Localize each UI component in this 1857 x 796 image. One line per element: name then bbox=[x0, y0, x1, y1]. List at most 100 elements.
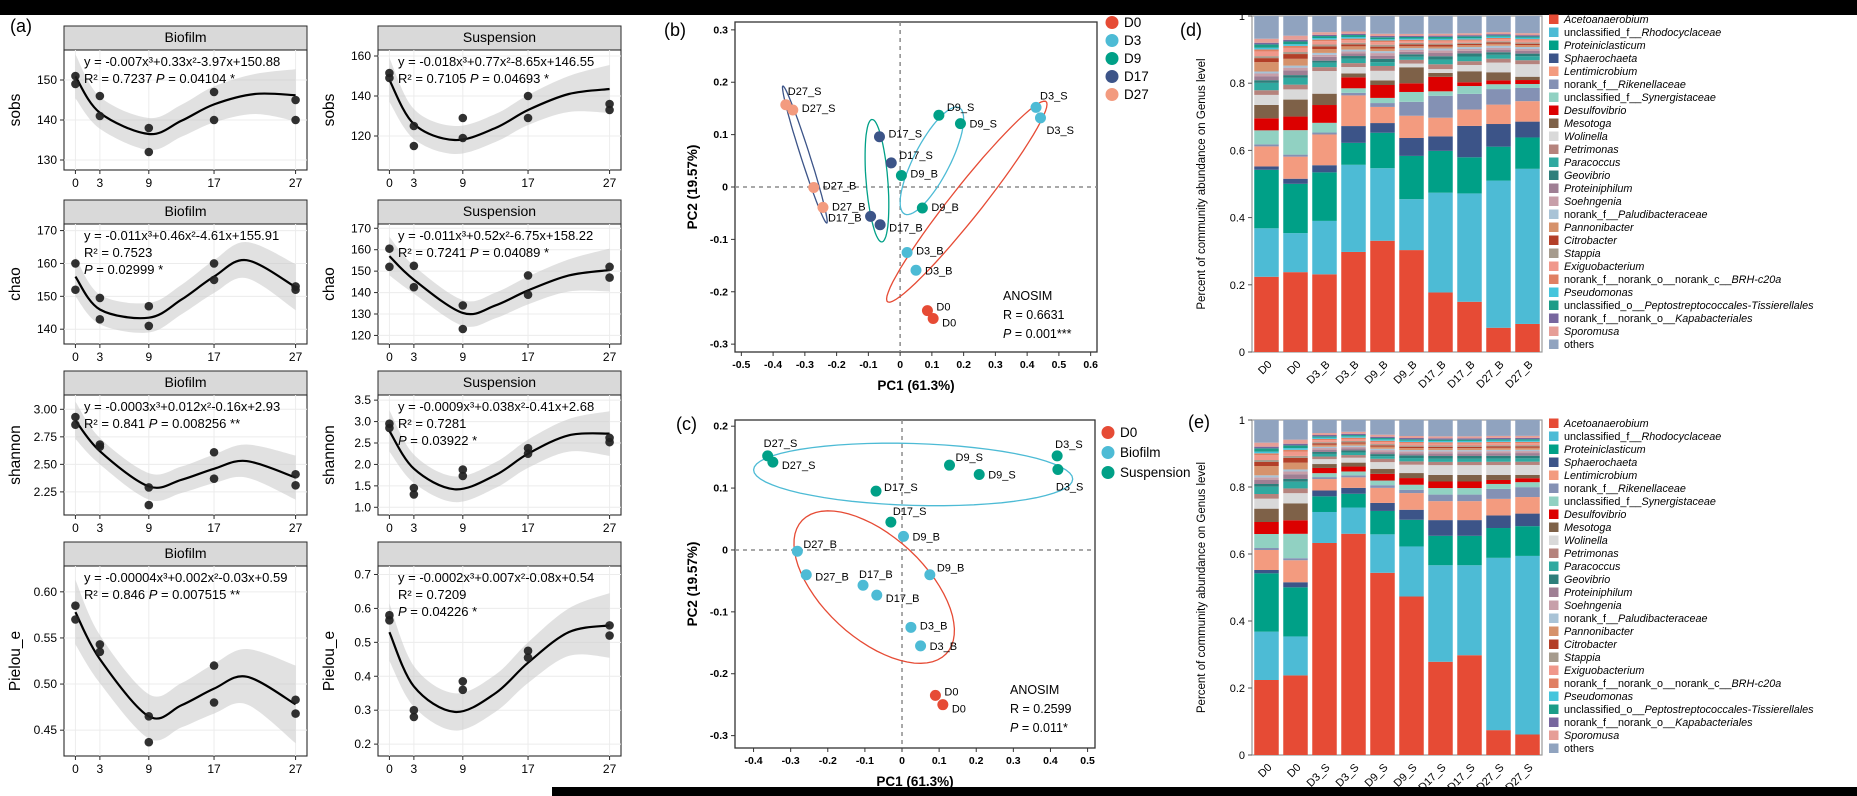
bar-segment bbox=[1341, 142, 1366, 165]
legend-swatch bbox=[1549, 626, 1559, 636]
y-tick-label: 0.6 bbox=[1230, 145, 1245, 157]
pca-point bbox=[901, 246, 913, 258]
bar-segment bbox=[1399, 115, 1424, 138]
legend-label: Petrimonas bbox=[1564, 548, 1619, 560]
bar-segment bbox=[1428, 76, 1453, 92]
bar-segment bbox=[1428, 520, 1453, 536]
bar-segment bbox=[1254, 453, 1279, 456]
pca-point bbox=[857, 579, 869, 591]
y-tick-label: 0.50 bbox=[34, 677, 58, 691]
bar-segment bbox=[1312, 477, 1337, 480]
y-tick-label: 140 bbox=[351, 286, 371, 300]
bar-segment bbox=[1486, 45, 1511, 48]
data-point bbox=[209, 474, 219, 483]
group-ellipse bbox=[793, 510, 956, 664]
bar-segment bbox=[1399, 16, 1424, 34]
bar-segment bbox=[1370, 446, 1395, 449]
bar-segment bbox=[1283, 75, 1308, 78]
x-tick-label: -0.1 bbox=[859, 359, 877, 371]
bar-segment bbox=[1486, 449, 1511, 452]
data-point bbox=[523, 449, 533, 459]
bar-segment bbox=[1283, 84, 1308, 90]
bar-segment bbox=[1515, 420, 1540, 436]
legend-swatch bbox=[1549, 561, 1559, 571]
legend-swatch bbox=[1549, 313, 1559, 323]
y-tick-label: 3.0 bbox=[354, 415, 371, 429]
legend-swatch bbox=[1101, 446, 1115, 459]
data-point bbox=[144, 301, 154, 311]
x-tick-label: 17 bbox=[521, 521, 535, 535]
x-tick-label: 0.3 bbox=[1006, 755, 1021, 767]
legend-label: norank_f__norank_o__Kapabacteriales bbox=[1564, 717, 1753, 729]
bar-segment bbox=[1283, 39, 1308, 42]
bar-segment bbox=[1457, 45, 1482, 48]
stats-text: R² = 0.7237 P = 0.04104 * bbox=[84, 71, 235, 86]
bar-category-label: D17_S bbox=[1416, 762, 1448, 794]
alpha-subplot-shannon-biofilm: Biofilm 2.25 2.50 2.75 3.00 0 3 9 17 27 shannon y =… bbox=[7, 370, 308, 535]
x-tick-label: 0.1 bbox=[925, 359, 940, 371]
confidence-band bbox=[75, 579, 296, 744]
bar-segment bbox=[1515, 53, 1540, 57]
bar-segment bbox=[1428, 448, 1453, 451]
legend-label: Pseudomonas bbox=[1564, 691, 1634, 703]
bar-segment bbox=[1341, 251, 1366, 352]
bar-segment bbox=[1370, 445, 1395, 447]
legend-swatch bbox=[1549, 300, 1559, 310]
legend-label: Lentimicrobium bbox=[1564, 66, 1637, 78]
bar-segment bbox=[1370, 462, 1395, 469]
bar-segment bbox=[1370, 85, 1395, 98]
pca-point-label: D3_S bbox=[1056, 482, 1084, 494]
bar-segment bbox=[1254, 480, 1279, 484]
equation-text: y = -0.018x³+0.77x²-8.65x+146.55 bbox=[398, 54, 594, 69]
data-point bbox=[605, 437, 614, 447]
data-point bbox=[144, 483, 154, 492]
y-tick-label: 0.4 bbox=[1230, 213, 1245, 225]
bar-segment bbox=[1515, 526, 1540, 556]
y-tick-label: 0.2 bbox=[713, 77, 728, 89]
data-point bbox=[458, 301, 468, 310]
y-tick-label: 1 bbox=[1239, 11, 1245, 23]
equation-text: y = -0.011x³+0.46x²-4.61x+155.91 bbox=[84, 228, 279, 243]
x-tick-label: 9 bbox=[145, 176, 152, 190]
bar-segment bbox=[1254, 484, 1279, 487]
pca-point-label: D27_B bbox=[815, 572, 849, 584]
bar-segment bbox=[1399, 48, 1424, 50]
bar-segment bbox=[1370, 473, 1395, 481]
legend-swatch bbox=[1549, 613, 1559, 623]
bar-segment bbox=[1341, 164, 1366, 252]
facet-title: Biofilm bbox=[164, 545, 206, 561]
legend-label: D9 bbox=[1124, 51, 1141, 66]
pca-plot-c: -0.4 -0.3 -0.2 -0.1 0 0.1 0.2 0.3 0.4 0.5 -0.3 -0.2… bbox=[685, 419, 1191, 789]
data-point bbox=[95, 315, 105, 324]
pca-point bbox=[808, 182, 820, 194]
legend-swatch bbox=[1105, 70, 1119, 83]
bar-category-label: D3_B bbox=[1334, 359, 1362, 387]
legend-label: Exiguobacterium bbox=[1564, 665, 1644, 677]
legend-label: Geovibrio bbox=[1564, 170, 1610, 182]
y-tick-label: 170 bbox=[351, 221, 371, 235]
legend-swatch bbox=[1549, 66, 1559, 76]
bar-segment bbox=[1428, 450, 1453, 452]
x-tick-label: 0.5 bbox=[1052, 359, 1067, 371]
bar-segment bbox=[1370, 442, 1395, 445]
bar-segment bbox=[1457, 455, 1482, 459]
pca-point-label: D0 bbox=[952, 704, 966, 716]
bar-segment bbox=[1428, 292, 1453, 352]
y-tick-label: -0.3 bbox=[710, 730, 728, 742]
bar-segment bbox=[1341, 440, 1366, 443]
pca-point-label: D9_S bbox=[956, 452, 984, 464]
legend-label: Desulfovibrio bbox=[1564, 105, 1626, 117]
bar-segment bbox=[1457, 420, 1482, 437]
equation-text: y = -0.0002x³+0.007x²-0.08x+0.54 bbox=[398, 570, 594, 585]
bar-segment bbox=[1486, 453, 1511, 456]
legend-swatch bbox=[1549, 600, 1559, 610]
data-point bbox=[605, 105, 614, 115]
bar-segment bbox=[1399, 445, 1424, 447]
legend-label: unclassified_f__Synergistaceae bbox=[1564, 496, 1716, 508]
bar-segment bbox=[1370, 16, 1395, 34]
pca-point bbox=[874, 219, 886, 231]
bar-segment bbox=[1370, 438, 1395, 440]
bar-segment bbox=[1457, 38, 1482, 40]
pca-point bbox=[873, 131, 885, 143]
bar-category-label: D17_B bbox=[1416, 359, 1448, 391]
